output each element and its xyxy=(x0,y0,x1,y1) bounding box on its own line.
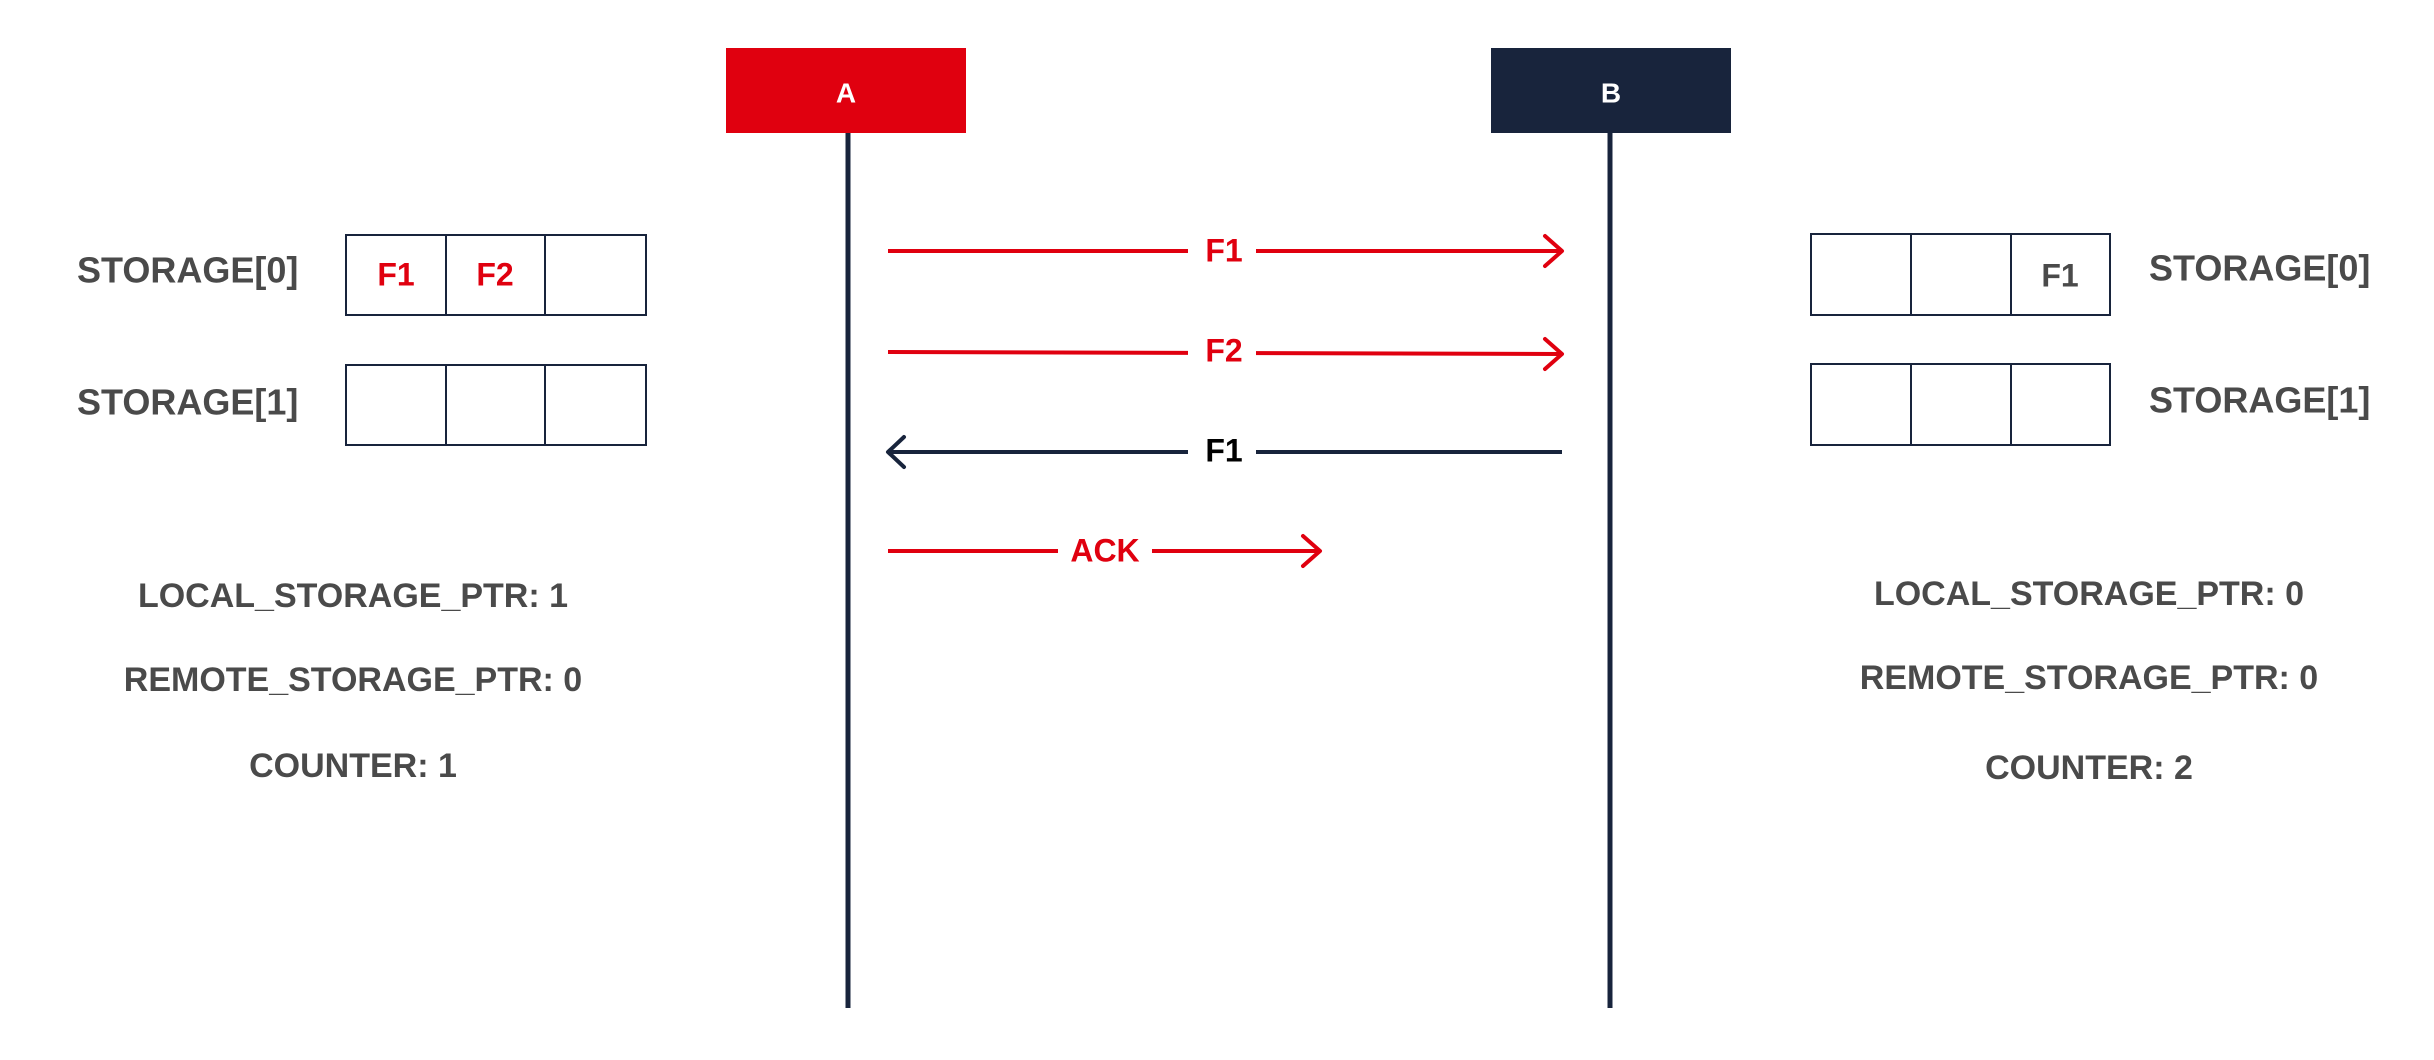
participant-a: A xyxy=(726,48,966,133)
storage-cell xyxy=(2010,233,2111,316)
storage-cell-value: F1 xyxy=(2041,257,2078,293)
right-remote-storage-ptr: REMOTE_STORAGE_PTR: 0 xyxy=(1860,659,2318,697)
right-local-storage-ptr: LOCAL_STORAGE_PTR: 0 xyxy=(1874,575,2304,613)
participant-b-label: B xyxy=(1601,77,1621,108)
storage-cell xyxy=(1910,233,2012,316)
message-label: ACK xyxy=(1070,532,1139,568)
storage-cell xyxy=(445,364,546,446)
right-storage-1-label: STORAGE[1] xyxy=(2149,380,2370,421)
right-status-panel: LOCAL_STORAGE_PTR: 0 REMOTE_STORAGE_PTR:… xyxy=(1860,575,2318,787)
storage-cell xyxy=(445,234,546,316)
storage-cell-value: F2 xyxy=(476,256,513,292)
right-counter: COUNTER: 2 xyxy=(1985,749,2193,787)
left-local-storage-ptr: LOCAL_STORAGE_PTR: 1 xyxy=(138,577,568,615)
storage-cell xyxy=(544,364,647,446)
storage-cell xyxy=(1810,233,1912,316)
message-label-bg xyxy=(1188,430,1256,474)
right-storage-0-label: STORAGE[0] xyxy=(2149,248,2370,289)
storage-cell xyxy=(1810,363,1912,446)
message-ack-a-partial: ACK xyxy=(888,529,1322,573)
message-label-bg xyxy=(1058,529,1152,573)
message-f2-a-to-b: F2 xyxy=(887,330,1564,374)
left-storage-panel: STORAGE[0] F1 F2 STORAGE[1] xyxy=(77,234,647,446)
storage-cell-value: F1 xyxy=(377,256,414,292)
left-storage-1-cells xyxy=(345,364,647,446)
message-label: F1 xyxy=(1205,232,1242,268)
arrowhead-right xyxy=(1543,337,1564,371)
right-storage-1-cells xyxy=(1810,363,2111,446)
participant-a-label: A xyxy=(836,77,856,108)
arrowhead-right xyxy=(1543,234,1564,268)
left-storage-1-label: STORAGE[1] xyxy=(77,382,298,423)
right-storage-0-cells: F1 xyxy=(1810,233,2111,316)
arrowhead-left xyxy=(886,435,906,469)
left-remote-storage-ptr: REMOTE_STORAGE_PTR: 0 xyxy=(124,661,582,699)
message-f1-b-to-a: F1 xyxy=(886,430,1562,474)
participant-b-box xyxy=(1491,48,1731,133)
message-label: F1 xyxy=(1205,432,1242,468)
message-label-bg xyxy=(1188,229,1256,273)
storage-cell xyxy=(544,234,647,316)
storage-cell xyxy=(345,364,447,446)
message-label-bg xyxy=(1188,330,1256,374)
storage-cell xyxy=(345,234,447,316)
storage-cell xyxy=(2010,363,2111,446)
arrowhead-right xyxy=(1301,534,1322,568)
left-status-panel: LOCAL_STORAGE_PTR: 1 REMOTE_STORAGE_PTR:… xyxy=(124,577,582,785)
left-storage-0-label: STORAGE[0] xyxy=(77,250,298,291)
left-storage-0-cells: F1 F2 xyxy=(345,234,647,316)
left-counter: COUNTER: 1 xyxy=(249,747,457,785)
right-storage-panel: F1 STORAGE[0] STORAGE[1] xyxy=(1810,233,2370,446)
storage-cell xyxy=(1910,363,2012,446)
message-label: F2 xyxy=(1205,332,1242,368)
participant-a-box xyxy=(726,48,966,133)
participant-b: B xyxy=(1491,48,1731,133)
message-f1-a-to-b: F1 xyxy=(888,229,1564,273)
